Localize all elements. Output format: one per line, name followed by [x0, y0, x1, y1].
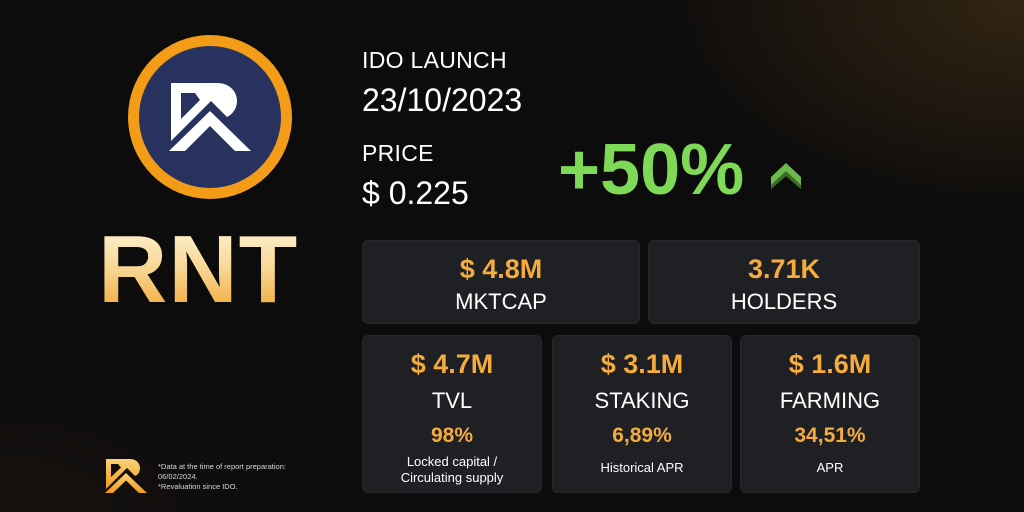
staking-value: $ 3.1M	[600, 349, 684, 379]
staking-note: Historical APR	[600, 460, 684, 475]
footnote-line-2: 06/02/2024.	[158, 472, 198, 482]
tvl-note: Locked capital / Circulating supply	[400, 454, 504, 486]
staking-apr: 6,89%	[612, 424, 672, 447]
holders-value: 3.71K	[747, 254, 821, 284]
ido-launch-date: 23/10/2023	[362, 82, 523, 118]
logo-badge-core	[139, 46, 281, 188]
holders-label: HOLDERS	[730, 289, 838, 314]
stat-card-mktcap: $ 4.8M MKTCAP	[362, 240, 640, 324]
tvl-locked-ratio: 98%	[430, 424, 474, 447]
staking-label: STAKING	[594, 388, 690, 413]
mktcap-label: MKTCAP	[455, 289, 547, 314]
footnote-line-3: *Revaluation since IDO.	[158, 482, 238, 492]
stat-card-tvl: $ 4.7M TVL 98% Locked capital / Circulat…	[362, 335, 542, 493]
farming-value: $ 1.6M	[788, 349, 872, 379]
mktcap-value: $ 4.8M	[459, 254, 543, 284]
tvl-label: TVL	[431, 388, 473, 413]
report-footnote: *Data at the time of report preparation:…	[158, 462, 286, 492]
price-value: $ 0.225	[362, 175, 469, 211]
stat-card-farming: $ 1.6M FARMING 34,51% APR	[740, 335, 920, 493]
ido-launch-label: IDO LAUNCH	[362, 47, 507, 73]
footnote-line-1: *Data at the time of report preparation:	[158, 462, 286, 471]
chevron-up-icon	[771, 163, 801, 189]
price-label: PRICE	[362, 140, 434, 166]
stat-card-staking: $ 3.1M STAKING 6,89% Historical APR	[552, 335, 732, 493]
farming-note: APR	[816, 460, 844, 475]
farming-apr: 34,51%	[794, 424, 866, 447]
token-ticker: RNT	[98, 216, 299, 323]
rnt-logo-icon	[169, 83, 251, 151]
stat-card-holders: 3.71K HOLDERS	[648, 240, 920, 324]
tvl-value: $ 4.7M	[410, 349, 494, 379]
price-change: +50%	[558, 130, 745, 210]
farming-label: FARMING	[779, 388, 881, 413]
rnt-logo-badge	[128, 35, 292, 199]
rnt-small-logo-icon	[105, 459, 147, 493]
